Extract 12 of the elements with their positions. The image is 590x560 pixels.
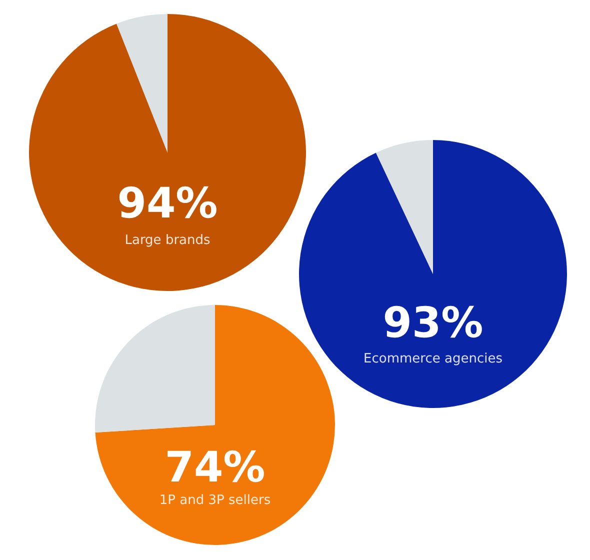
pie-slice [299, 140, 567, 408]
pie-slice [95, 305, 335, 545]
text: 1P and 3P sellers [159, 493, 271, 508]
data-label: 93% [382, 298, 484, 347]
text: Ecommerce agencies [364, 351, 503, 366]
data-label: 94% [117, 178, 218, 228]
pie-slice [116, 14, 168, 152]
text: Large brands [124, 232, 210, 248]
data-label: 74% [164, 442, 266, 492]
pie-slice [376, 140, 433, 274]
pie-slice [29, 14, 306, 291]
pie-slice [95, 305, 215, 433]
